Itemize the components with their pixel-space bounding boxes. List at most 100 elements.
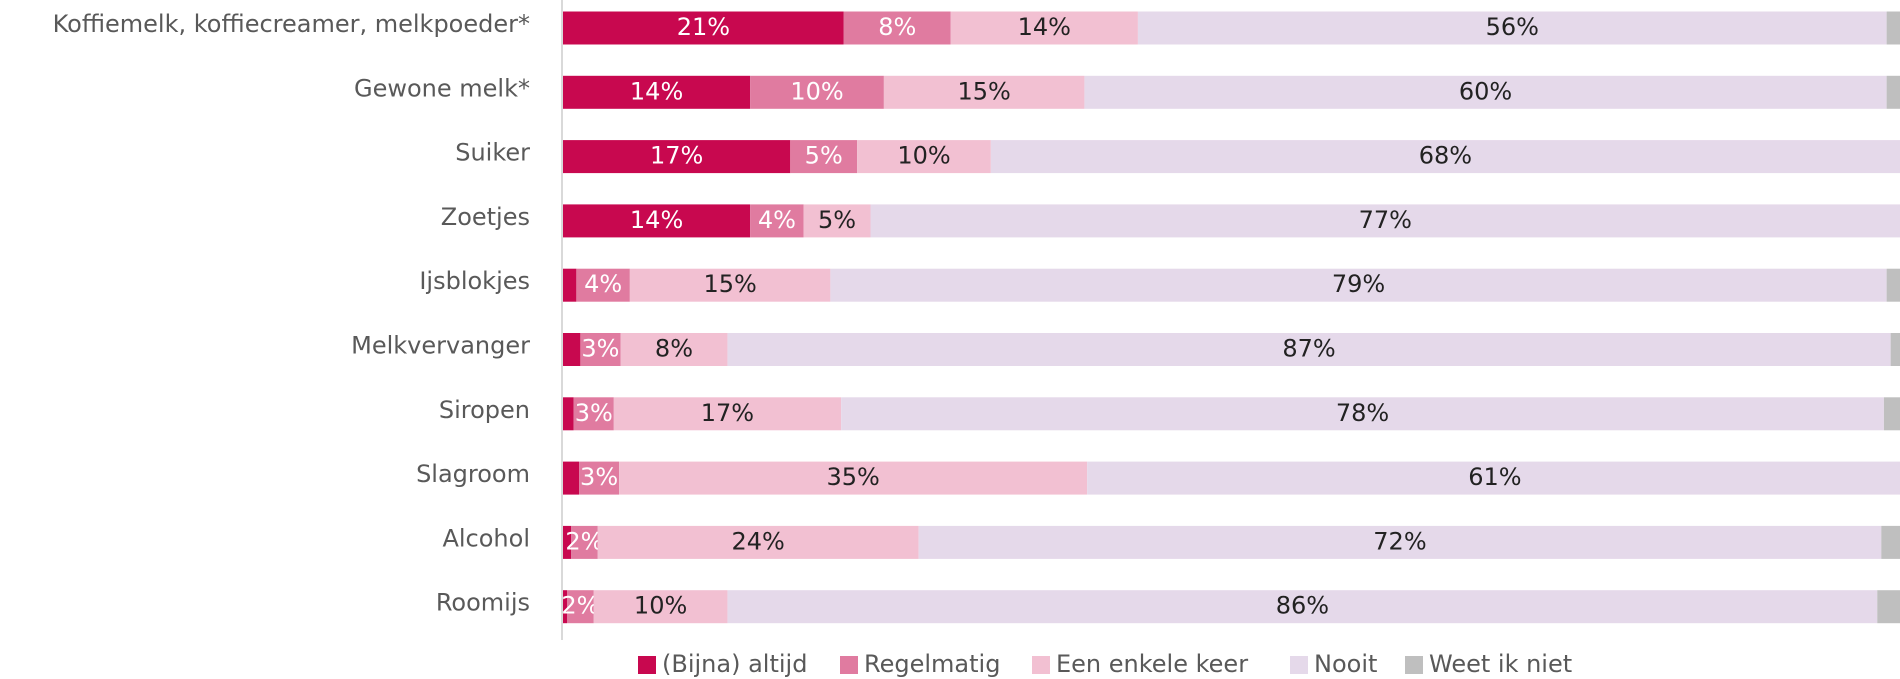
data-label: 2% — [565, 527, 603, 555]
bar-segment — [841, 397, 1884, 431]
data-label: 15% — [957, 77, 1010, 105]
bar-segment — [576, 268, 630, 302]
bar-segment — [580, 333, 621, 366]
y-tick-label: Alcohol — [442, 524, 530, 552]
bar-segment — [1886, 268, 1900, 302]
bar-segment — [1881, 525, 1900, 559]
bar-segment — [563, 525, 572, 559]
bar-segment — [629, 268, 831, 302]
bar-segment — [613, 397, 842, 431]
data-label: 5% — [818, 206, 856, 234]
bar-segment — [727, 333, 1891, 366]
data-label: 14% — [630, 206, 683, 234]
data-label: 68% — [1419, 142, 1472, 170]
bar-segment — [571, 525, 598, 559]
bar-segment — [830, 268, 1887, 302]
bar-segment — [597, 525, 919, 559]
data-label: 77% — [1359, 206, 1412, 234]
bar-segment — [870, 204, 1900, 238]
y-tick-label: Koffiemelk, koffiecreamer, melkpoeder* — [53, 10, 530, 38]
y-tick-label: Melkvervanger — [351, 332, 530, 360]
bar-segment — [1890, 333, 1900, 366]
data-label: 79% — [1332, 270, 1385, 298]
y-tick-label: Roomijs — [436, 589, 530, 617]
data-label: 78% — [1336, 399, 1389, 427]
data-label: 21% — [677, 13, 730, 41]
data-label: 86% — [1276, 592, 1329, 620]
bar-segment — [790, 140, 858, 174]
y-tick-label: Ijsblokjes — [419, 267, 530, 295]
data-label: 2% — [561, 592, 599, 620]
bar-segment — [1087, 461, 1900, 495]
y-tick-label: Slagroom — [416, 460, 530, 488]
bar-segment — [563, 461, 580, 495]
legend-swatch — [638, 656, 656, 674]
data-label: 15% — [703, 270, 756, 298]
y-tick-label: Gewone melk* — [354, 74, 530, 102]
data-label: 8% — [878, 13, 916, 41]
bar-segment — [950, 11, 1138, 45]
data-label: 56% — [1486, 13, 1539, 41]
y-tick-label: Suiker — [455, 139, 530, 167]
legend-swatch — [1290, 656, 1308, 674]
bar-segment — [727, 590, 1878, 624]
bar-segment — [619, 461, 1088, 495]
data-label: 4% — [758, 206, 796, 234]
bar-segment — [563, 75, 751, 109]
legend-label: Weet ik niet — [1429, 650, 1572, 678]
legend-label: Nooit — [1314, 650, 1377, 678]
data-label: 87% — [1282, 335, 1335, 363]
bar-segment — [1877, 590, 1900, 624]
data-label: 72% — [1373, 527, 1426, 555]
bar-segment — [563, 268, 577, 302]
legend-label: (Bijna) altijd — [662, 650, 807, 678]
bar-segment — [563, 333, 581, 366]
bar-segment — [1137, 11, 1887, 45]
bar-segment — [990, 140, 1900, 174]
data-label: 35% — [826, 463, 879, 491]
bar-segment — [750, 204, 804, 238]
bar-segment — [750, 75, 884, 109]
data-label: 10% — [790, 77, 843, 105]
bar-segment — [563, 204, 751, 238]
bar-segment — [1886, 75, 1900, 109]
bar-segment — [857, 140, 991, 174]
data-label: 60% — [1459, 77, 1512, 105]
data-label: 61% — [1468, 463, 1521, 491]
bar-segment — [563, 397, 574, 431]
legend-label: Regelmatig — [864, 650, 1000, 678]
data-label: 3% — [580, 463, 618, 491]
data-label: 17% — [650, 142, 703, 170]
data-label: 10% — [634, 592, 687, 620]
data-label: 17% — [701, 399, 754, 427]
data-label: 5% — [805, 142, 843, 170]
legend-swatch — [1405, 656, 1423, 674]
data-label: 3% — [575, 399, 613, 427]
bar-segment — [563, 590, 568, 624]
data-label: 4% — [584, 270, 622, 298]
bar-segment — [1886, 11, 1900, 45]
bar-segment — [567, 590, 594, 624]
legend-swatch — [1032, 656, 1050, 674]
bar-segment — [563, 140, 791, 174]
bar-segment — [1883, 397, 1900, 431]
bar-segment — [843, 11, 951, 45]
data-label: 14% — [1018, 13, 1071, 41]
data-label: 8% — [655, 335, 693, 363]
bar-segment — [1084, 75, 1887, 109]
bar-segment — [593, 590, 728, 624]
bar-segment — [883, 75, 1085, 109]
legend-label: Een enkele keer — [1056, 650, 1248, 678]
bar-segment — [803, 204, 871, 238]
data-label: 10% — [897, 142, 950, 170]
data-label: 14% — [630, 77, 683, 105]
y-tick-label: Siropen — [439, 396, 530, 424]
data-label: 3% — [581, 335, 619, 363]
bar-segment — [563, 11, 844, 45]
bar-segment — [573, 397, 614, 431]
bar-segment — [918, 525, 1882, 559]
y-tick-label: Zoetjes — [441, 203, 530, 231]
data-label: 24% — [732, 527, 785, 555]
legend-swatch — [840, 656, 858, 674]
